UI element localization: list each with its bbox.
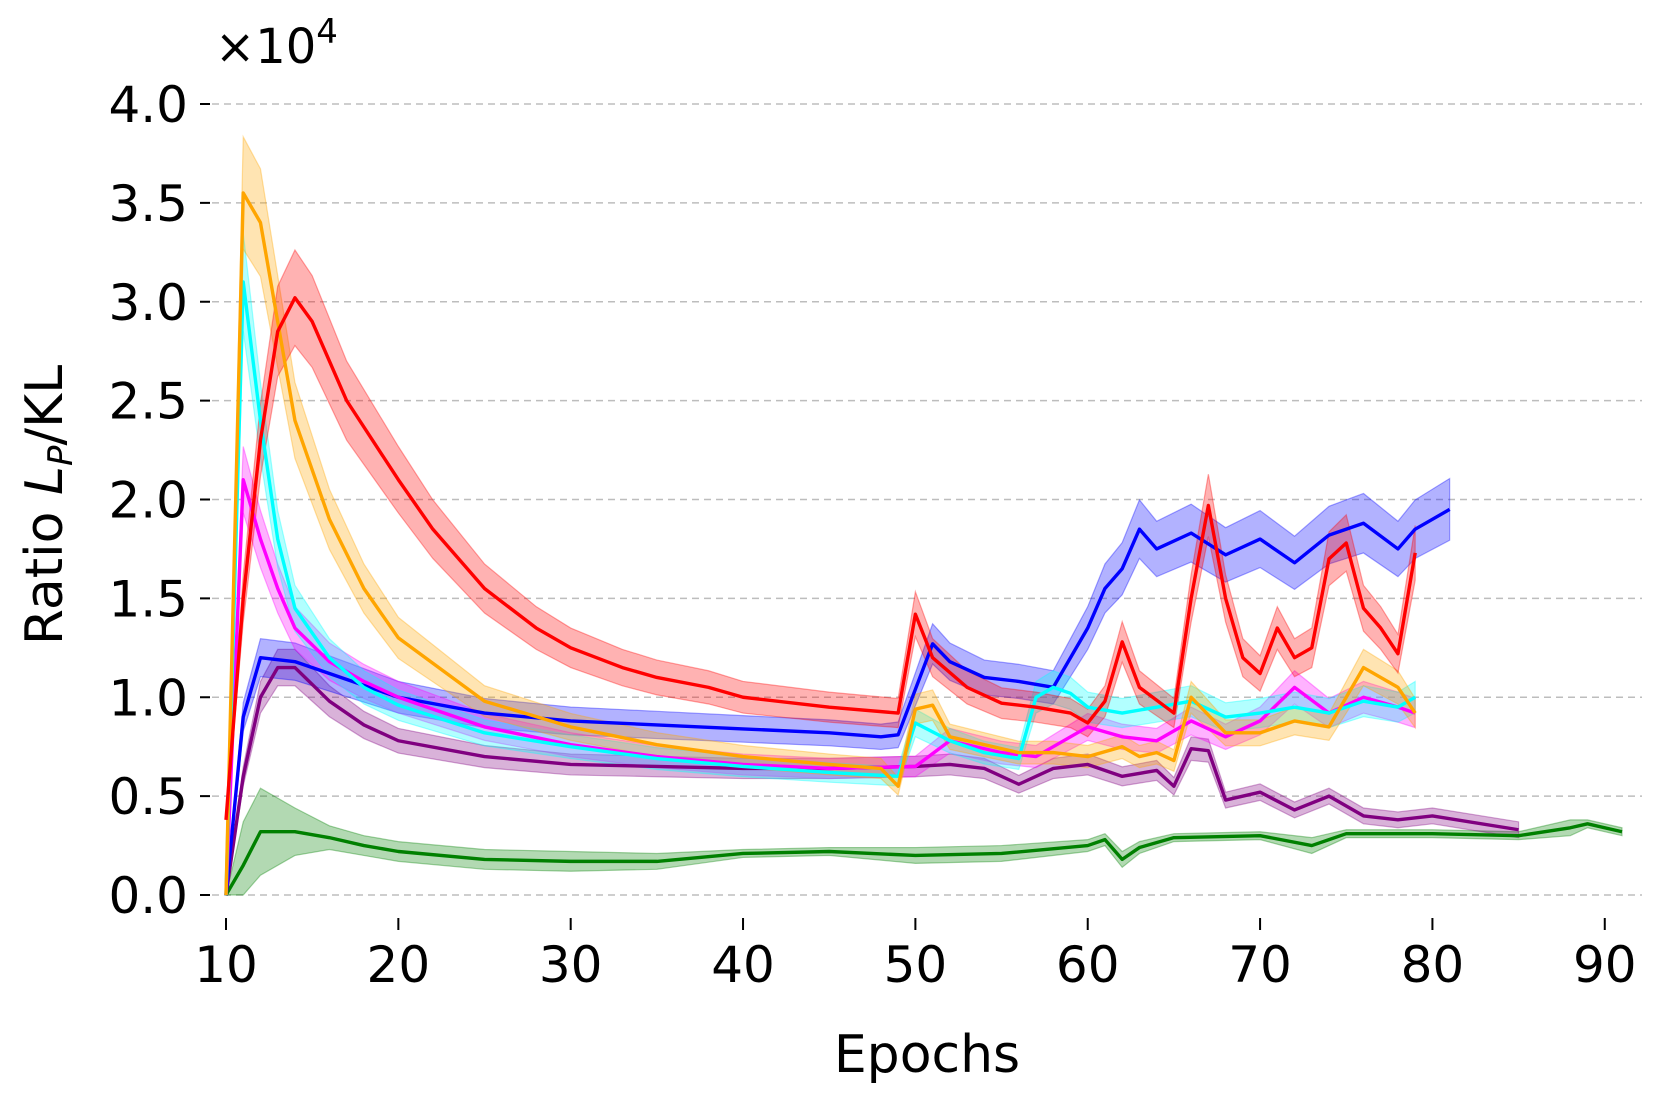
offset-text: ×104: [215, 12, 338, 75]
series-orange: [224, 191, 1417, 896]
series-magenta: [224, 478, 1416, 896]
x-tick-label: 30: [539, 936, 603, 994]
series-green: [224, 822, 1623, 896]
band-purple: [225, 648, 1520, 896]
x-tick-label: 10: [194, 936, 258, 994]
y-tick-label: 1.0: [108, 669, 188, 727]
y-axis-label-sub: P: [41, 445, 81, 466]
series-blue: [224, 507, 1451, 896]
band-green: [225, 787, 1623, 896]
y-tick-label: 0.0: [108, 867, 188, 925]
y-tick-label: 4.0: [108, 76, 188, 134]
band-layer: [225, 134, 1623, 896]
line-layer: [224, 191, 1623, 896]
x-axis-label: Epochs: [834, 1025, 1020, 1085]
y-tick-label: 3.0: [108, 274, 188, 332]
series-cyan: [224, 280, 1417, 896]
x-tick-label: 20: [367, 936, 431, 994]
y-tick-label: 0.5: [108, 768, 188, 826]
series-purple: [224, 665, 1519, 896]
x-tick-label: 80: [1401, 936, 1465, 994]
y-axis-label: Ratio LP/KL: [15, 365, 81, 645]
offset-base: ×10: [215, 19, 316, 75]
y-tick-label: 2.0: [108, 472, 188, 530]
x-axis-ticks: 10 20 30 40 50 60 70 80 90: [194, 918, 1637, 994]
y-axis-label-prefix: Ratio: [15, 495, 75, 645]
y-tick-label: 2.5: [108, 373, 188, 431]
x-tick-label: 50: [884, 936, 948, 994]
grid-layer: [200, 103, 1642, 896]
x-tick-label: 40: [711, 936, 775, 994]
y-axis-label-var: L: [15, 466, 75, 495]
y-tick-label: 3.5: [108, 175, 188, 233]
series-red: [224, 296, 1417, 820]
offset-exponent: 4: [316, 12, 338, 52]
x-tick-label: 60: [1056, 936, 1120, 994]
y-axis-ticks: 0.0 0.5 1.0 1.5 2.0 2.5 3.0 3.5 4.0: [108, 76, 210, 925]
x-tick-label: 70: [1228, 936, 1292, 994]
y-axis-label-suffix: /KL: [15, 365, 75, 446]
x-tick-label: 90: [1573, 936, 1637, 994]
y-tick-label: 1.5: [108, 570, 188, 628]
